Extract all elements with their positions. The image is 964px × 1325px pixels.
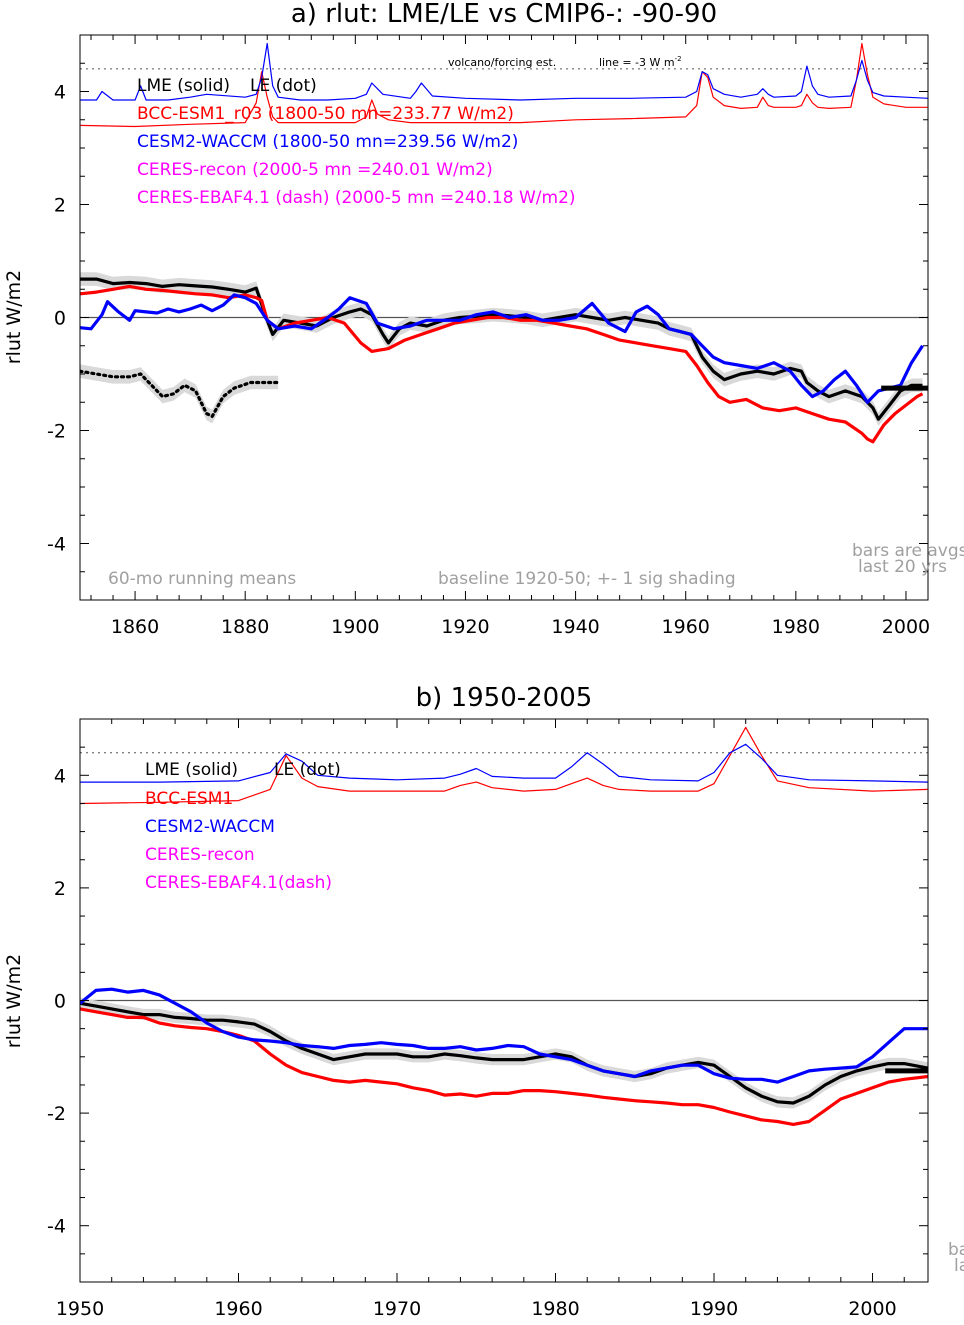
panel-a-legend-ceres-recon: CERES-recon (2000-5 mn =240.01 W/m2) (137, 160, 493, 180)
panel-b: b) 1950-2005 1950 1960 1970 1980 1990 2000 -4 -… (3, 683, 964, 1320)
panel-b-legend-ceres-recon: CERES-recon (145, 845, 255, 865)
panel-a-bars-note-1: bars are avgs (852, 541, 964, 561)
panel-a-xtick-label: 1900 (331, 616, 379, 638)
panel-b-series-3 (80, 726, 928, 805)
panel-b-series-2 (80, 987, 928, 1084)
panel-b-legend-le: LE (dot) (274, 760, 341, 780)
panel-a-series-5 (80, 42, 928, 101)
panel-a-line-note: line = -3 W m-2 (599, 55, 682, 69)
panel-b-legend-lme: LME (solid) (145, 760, 238, 780)
panel-a-shade-1 (80, 364, 279, 424)
panel-a-ticks: 1860 1880 1900 1920 1940 1960 1980 2000 -4 -2 0 2 4 (47, 34, 930, 638)
panel-a-title: a) rlut: LME/LE vs CMIP6-: -90-90 (291, 0, 717, 29)
panel-b-series-1 (80, 1007, 928, 1126)
panel-a-xtick-label: 1940 (551, 616, 599, 638)
panel-b-ticks: 1950 1960 1970 1980 1990 2000 -4 -2 0 2 4 (47, 718, 928, 1320)
panel-b-title: b) 1950-2005 (416, 683, 593, 713)
panel-a-ylabel: rlut W/m2 (3, 270, 25, 364)
panel-b-bars-note-2: la (954, 1256, 964, 1276)
panel-a-series-1 (80, 369, 280, 418)
panel-a-series-group (80, 42, 928, 444)
panel-b-legend-bcc: BCC-ESM1 (145, 789, 233, 809)
panel-a-ytick-label: -4 (47, 534, 66, 556)
panel-b-xtick-label: 1970 (373, 1298, 421, 1320)
panel-a-series-3 (80, 293, 924, 404)
panel-b-xtick-label: 1990 (690, 1298, 738, 1320)
panel-a-series-0 (80, 277, 923, 421)
panel-b-plot-area (80, 726, 928, 1126)
panel-b-ylabel: rlut W/m2 (3, 954, 25, 1048)
panel-a-legend-ceres-ebaf: CERES-EBAF4.1 (dash) (2000-5 mn =240.18 … (137, 188, 576, 208)
panel-b-bars-note-1: ba (948, 1240, 964, 1260)
panel-a-ytick-label: 0 (54, 308, 66, 330)
panel-a-ytick-label: 4 (54, 82, 66, 104)
panel-b-series-0 (80, 1001, 928, 1105)
panel-a-xtick-label: 1980 (772, 616, 820, 638)
panel-b-xtick-label: 1960 (214, 1298, 262, 1320)
panel-b-xtick-label: 1980 (531, 1298, 579, 1320)
panel-a: a) rlut: LME/LE vs CMIP6-: -90-90 1860 18… (3, 0, 964, 638)
panel-a-legend-cesm: CESM2-WACCM (1800-50 mn=239.56 W/m2) (137, 132, 518, 152)
panel-a-ytick-label: 2 (54, 195, 66, 217)
panel-a-ytick-label: -2 (47, 421, 66, 443)
panel-b-series-group (80, 726, 928, 1126)
panel-a-plot-area (80, 42, 928, 444)
panel-a-legend-le: LE (dot) (250, 76, 317, 96)
panel-b-ytick-label: 2 (54, 878, 66, 900)
panel-a-xtick-label: 2000 (882, 616, 930, 638)
panel-b-ytick-label: -4 (47, 1216, 66, 1238)
panel-b-xtick-label: 1950 (56, 1298, 104, 1320)
panel-b-ytick-label: -2 (47, 1103, 66, 1125)
panel-b-ytick-label: 4 (54, 765, 66, 787)
panel-b-legend-ceres-ebaf: CERES-EBAF4.1(dash) (145, 873, 332, 893)
panel-b-ytick-label: 0 (54, 991, 66, 1013)
panel-b-series-4 (80, 743, 928, 783)
panel-a-xtick-label: 1880 (221, 616, 269, 638)
panel-a-xtick-label: 1960 (662, 616, 710, 638)
panel-a-xtick-label: 1920 (441, 616, 489, 638)
panel-b-legend-cesm: CESM2-WACCM (145, 817, 275, 837)
panel-a-baseline-note: baseline 1920-50; +- 1 sig shading (438, 569, 736, 589)
panel-a-bars-note-2: last 20 yrs (858, 557, 947, 577)
panel-a-legend-bcc: BCC-ESM1_r03 (1800-50 mn=233.77 W/m2) (137, 104, 514, 124)
panel-a-running-mean-note: 60-mo running means (108, 569, 296, 589)
panel-b-xtick-label: 2000 (848, 1298, 896, 1320)
panel-a-legend-lme: LME (solid) (137, 76, 230, 96)
panel-a-volcano-note: volcano/forcing est. (448, 56, 556, 69)
panel-a-xtick-label: 1860 (111, 616, 159, 638)
